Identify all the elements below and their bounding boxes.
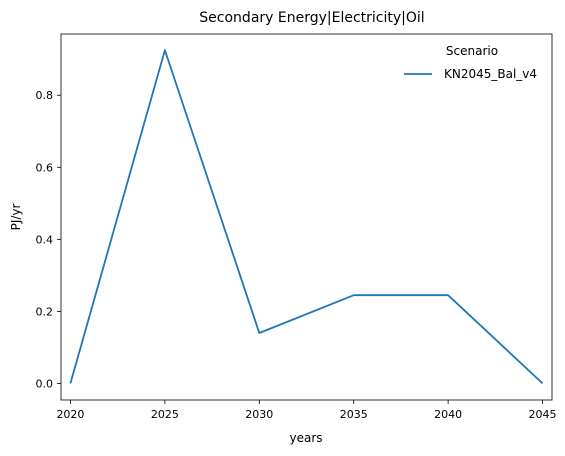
- y-tick-label: 0.2: [36, 305, 54, 318]
- y-tick-label: 0.8: [36, 89, 54, 102]
- x-tick-label: 2020: [56, 408, 84, 421]
- y-tick-label: 0.6: [36, 161, 54, 174]
- y-axis-label: PJ/yr: [9, 204, 23, 231]
- y-tick-label: 0.4: [36, 233, 54, 246]
- y-axis: 0.0 0.2 0.4 0.6 0.8: [36, 89, 61, 390]
- legend: Scenario KN2045_Bal_v4: [404, 44, 537, 81]
- x-tick-label: 2040: [434, 408, 462, 421]
- x-tick-label: 2030: [245, 408, 273, 421]
- x-axis-label: years: [289, 431, 322, 445]
- plot-frame: [60, 33, 553, 401]
- y-tick-label: 0.0: [36, 377, 54, 390]
- chart-title: Secondary Energy|Electricity|Oil: [199, 10, 424, 26]
- series-line-0: [69, 49, 544, 385]
- legend-title: Scenario: [446, 44, 498, 58]
- x-axis: 2020 2025 2030 2035 2040 2045: [56, 400, 557, 421]
- x-tick-label: 2025: [151, 408, 179, 421]
- legend-label: KN2045_Bal_v4: [444, 67, 537, 81]
- x-tick-label: 2045: [529, 408, 557, 421]
- series-layer: [69, 49, 544, 385]
- x-tick-label: 2035: [340, 408, 368, 421]
